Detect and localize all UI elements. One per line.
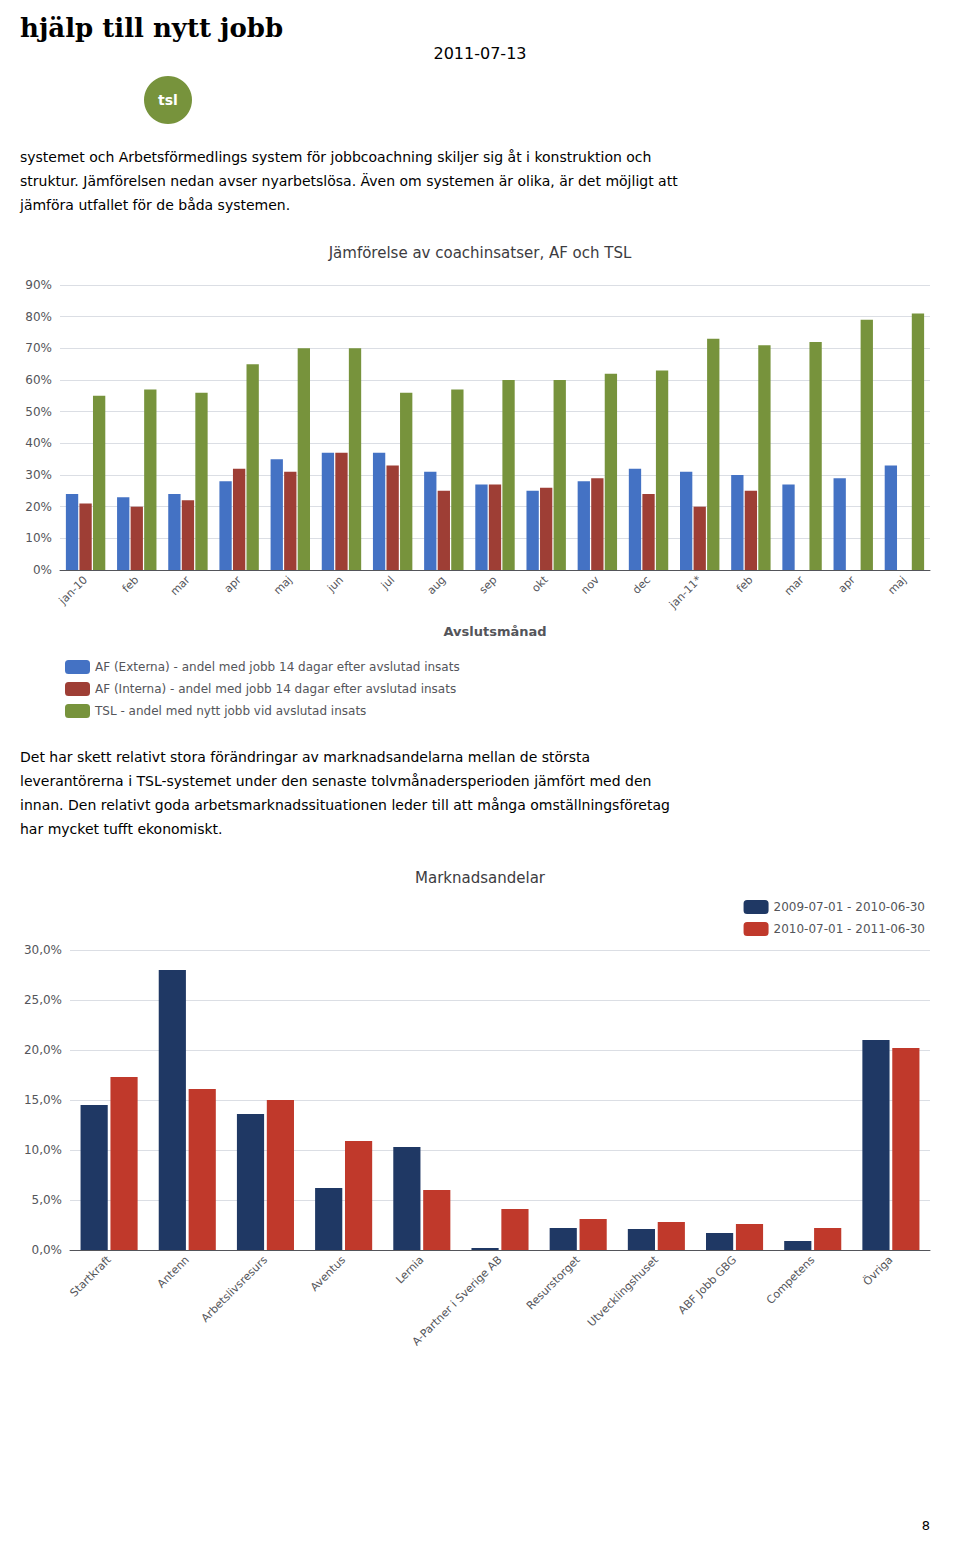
svg-text:Jämförelse av coachinsatser, A: Jämförelse av coachinsatser, AF och TSL [328,244,632,262]
svg-text:systemet och Arbetsförmedlings: systemet och Arbetsförmedlings system fö… [20,149,651,165]
svg-text:Utvecklingshuset: Utvecklingshuset [585,1253,661,1329]
svg-text:20,0%: 20,0% [24,1043,62,1057]
svg-text:Marknadsandelar: Marknadsandelar [415,869,546,887]
svg-text:A-Partner i Sverige AB: A-Partner i Sverige AB [410,1253,505,1348]
svg-text:25,0%: 25,0% [24,993,62,1007]
svg-text:Övriga: Övriga [861,1253,896,1288]
svg-text:jul: jul [378,573,397,592]
svg-text:30%: 30% [25,468,52,482]
svg-text:80%: 80% [25,310,52,324]
svg-text:0,0%: 0,0% [32,1243,63,1257]
svg-text:TSL - andel med nytt jobb vid: TSL - andel med nytt jobb vid avslutad i… [94,704,366,718]
svg-text:70%: 70% [25,341,52,355]
svg-text:struktur. Jämförelsen nedan av: struktur. Jämförelsen nedan avser nyarbe… [20,172,678,189]
svg-text:Arbetslivsresurs: Arbetslivsresurs [199,1253,271,1325]
svg-text:nov: nov [578,573,602,597]
svg-text:jämföra utfallet för de båda s: jämföra utfallet för de båda systemen. [19,197,290,213]
svg-text:apr: apr [836,573,858,595]
svg-text:2011-07-13: 2011-07-13 [434,44,527,63]
svg-text:leverantörerna i TSL-systemet: leverantörerna i TSL-systemet under den … [20,773,651,789]
svg-text:Lernia: Lernia [393,1253,426,1286]
svg-text:hjälp till nytt jobb: hjälp till nytt jobb [20,13,283,43]
svg-text:jan-11*: jan-11* [666,573,705,612]
svg-text:sep: sep [477,573,500,596]
svg-text:30,0%: 30,0% [24,943,62,957]
svg-text:Det har skett relativt stora f: Det har skett relativt stora förändringa… [20,749,590,765]
svg-text:ABF Jobb GBG: ABF Jobb GBG [676,1253,739,1316]
svg-text:AF (Externa) - andel med jobb: AF (Externa) - andel med jobb 14 dagar e… [95,660,460,674]
svg-text:feb: feb [734,573,756,595]
svg-text:Avslutsmånad: Avslutsmånad [443,624,546,639]
svg-text:Antenn: Antenn [155,1253,192,1290]
svg-text:okt: okt [529,573,551,595]
svg-text:90%: 90% [25,278,52,292]
svg-text:60%: 60% [25,373,52,387]
svg-text:feb: feb [120,573,142,595]
svg-text:maj: maj [885,573,909,597]
svg-text:Startkraft: Startkraft [67,1253,114,1300]
svg-text:15,0%: 15,0% [24,1093,62,1107]
svg-text:har mycket tufft ekonomiskt.: har mycket tufft ekonomiskt. [20,821,222,837]
svg-text:2010-07-01 - 2011-06-30: 2010-07-01 - 2011-06-30 [774,922,925,936]
svg-text:jun: jun [324,573,346,595]
svg-text:dec: dec [630,573,653,596]
svg-text:tsl: tsl [158,92,178,108]
svg-text:mar: mar [782,573,807,598]
svg-text:8: 8 [922,1518,930,1533]
svg-text:innan. Den relativt goda arbet: innan. Den relativt goda arbetsmarknadss… [20,797,670,813]
svg-text:Resurstorget: Resurstorget [524,1253,583,1312]
svg-text:2009-07-01 - 2010-06-30: 2009-07-01 - 2010-06-30 [774,900,925,914]
svg-text:10%: 10% [25,531,52,545]
svg-text:mar: mar [168,573,193,598]
svg-text:aug: aug [425,573,449,597]
svg-text:maj: maj [271,573,295,597]
svg-text:20%: 20% [25,500,52,514]
svg-text:40%: 40% [25,436,52,450]
svg-text:5,0%: 5,0% [32,1193,63,1207]
svg-text:Aventus: Aventus [308,1253,349,1294]
svg-text:50%: 50% [25,405,52,419]
svg-text:0%: 0% [33,563,52,577]
svg-text:Competens: Competens [764,1253,818,1307]
svg-text:apr: apr [222,573,244,595]
svg-text:jan-10: jan-10 [56,573,90,607]
svg-text:AF (Interna) - andel med jobb: AF (Interna) - andel med jobb 14 dagar e… [95,682,456,696]
svg-text:10,0%: 10,0% [24,1143,62,1157]
